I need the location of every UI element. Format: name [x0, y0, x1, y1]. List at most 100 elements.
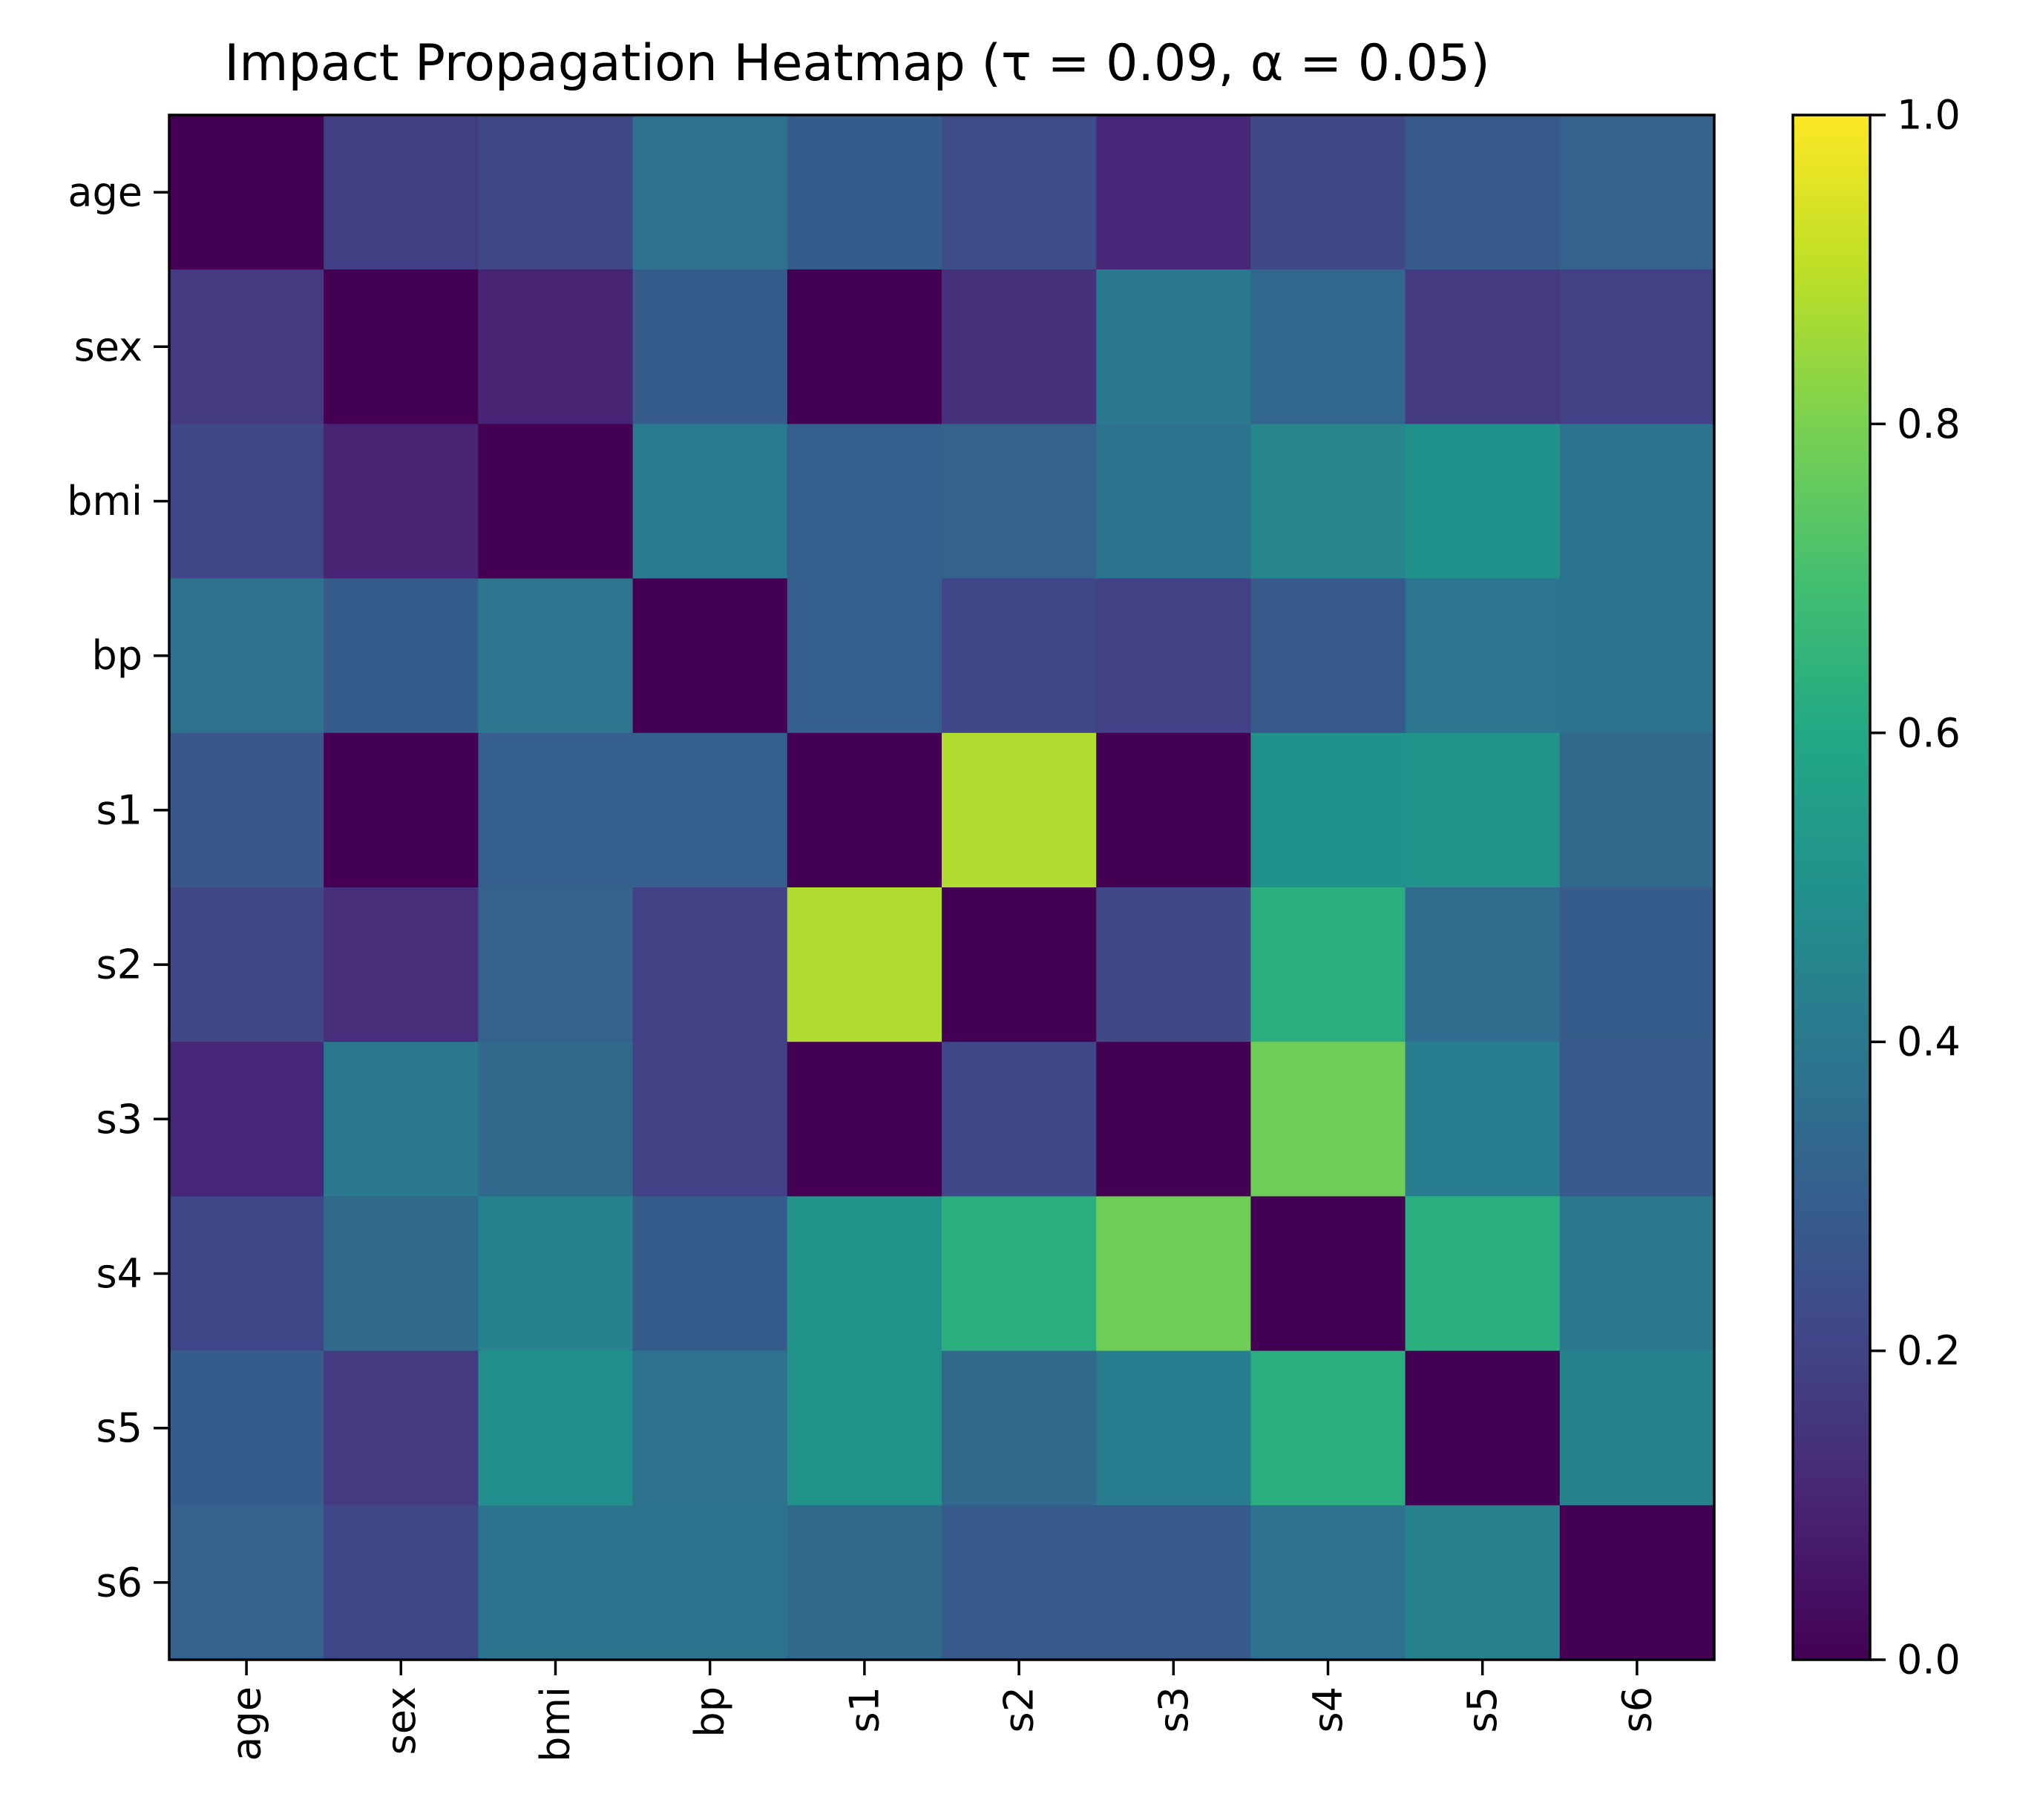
heatmap-cell [324, 1042, 479, 1197]
heatmap-cell [942, 269, 1097, 424]
heatmap-cell [632, 887, 788, 1042]
heatmap-cell [1405, 269, 1561, 424]
heatmap-cell [478, 887, 634, 1042]
heatmap-cell [324, 887, 479, 1042]
heatmap-cell [1250, 887, 1406, 1042]
heatmap-cell [478, 424, 634, 579]
y-tick-label: s2 [96, 942, 143, 988]
heatmap-cell [1250, 1196, 1406, 1352]
heatmap-cell [632, 732, 788, 888]
colorbar-ticks: 0.0 0.2 0.4 0.6 0.8 1.0 [1870, 92, 1961, 1683]
colorbar-tick-label: 1.0 [1897, 92, 1961, 139]
y-tick-label: bmi [67, 478, 142, 525]
heatmap-cell [1559, 424, 1715, 579]
x-tick-label: s3 [1150, 1686, 1197, 1733]
y-tick-label: age [68, 169, 142, 216]
heatmap-cell [632, 578, 788, 734]
x-tick-label: s2 [996, 1686, 1043, 1733]
x-tick-label: s4 [1305, 1686, 1351, 1733]
heatmap-cell [632, 424, 788, 579]
heatmap-cell [478, 1042, 634, 1197]
heatmap-cell [1405, 1196, 1561, 1352]
heatmap-cell [478, 732, 634, 888]
heatmap-cell [942, 115, 1097, 270]
heatmap-cell [632, 115, 788, 270]
heatmap-cell [632, 1350, 788, 1506]
heatmap-cell [169, 732, 324, 888]
heatmap-cell [169, 1350, 324, 1506]
y-tick-label: s3 [96, 1096, 143, 1143]
colorbar-tick-label: 0.2 [1897, 1327, 1961, 1374]
y-tick-label: s5 [96, 1405, 143, 1451]
colorbar-tick-label: 0.8 [1897, 401, 1961, 447]
heatmap-cell [787, 269, 942, 424]
y-tick-label: sex [74, 323, 142, 370]
heatmap-cell [169, 115, 324, 270]
heatmap-cell [787, 1350, 942, 1506]
heatmap-cell [942, 424, 1097, 579]
heatmap-cell [1405, 1350, 1561, 1506]
heatmap-cell [1405, 1042, 1561, 1197]
x-tick-label: bmi [532, 1686, 579, 1762]
heatmap-cell [324, 424, 479, 579]
heatmap-cell [478, 1505, 634, 1660]
heatmap-cell [1096, 578, 1251, 734]
heatmap-cell [1405, 424, 1561, 579]
heatmap-cell [1250, 1350, 1406, 1506]
heatmap-cell [324, 115, 479, 270]
heatmap-cell [1250, 732, 1406, 888]
heatmap-cell [942, 578, 1097, 734]
heatmap-cell [1250, 1042, 1406, 1197]
heatmap-cell [942, 1196, 1097, 1352]
heatmap-cell [1096, 269, 1251, 424]
heatmap-cell [324, 732, 479, 888]
heatmap-cell [1559, 1505, 1715, 1660]
y-tick-label: s1 [96, 786, 143, 833]
heatmap-cell [169, 1196, 324, 1352]
heatmap-cell [787, 115, 942, 270]
heatmap-cell [942, 1350, 1097, 1506]
heatmap-cell [787, 424, 942, 579]
heatmap-cell [632, 1505, 788, 1660]
heatmap-cell [1405, 115, 1561, 270]
x-tick-label: s1 [841, 1686, 888, 1733]
heatmap-cell [169, 1505, 324, 1660]
heatmap-cell [1559, 115, 1715, 270]
heatmap-cell [169, 887, 324, 1042]
y-axis: age sex bmi bp s1 s2 s3 s4 s5 s6 [67, 169, 169, 1606]
colorbar-tick-label: 0.0 [1897, 1637, 1961, 1683]
colorbar-tick-label: 0.6 [1897, 709, 1961, 756]
colorbar [1793, 115, 1870, 1660]
heatmap-cell [1405, 887, 1561, 1042]
heatmap-cell [478, 578, 634, 734]
heatmap-cells [169, 115, 1715, 1660]
heatmap-cell [1559, 269, 1715, 424]
x-tick-label: s5 [1459, 1686, 1506, 1733]
heatmap-cell [942, 732, 1097, 888]
heatmap-cell [1096, 1042, 1251, 1197]
heatmap-cell [787, 1042, 942, 1197]
heatmap-cell [1405, 578, 1561, 734]
heatmap-cell [1096, 887, 1251, 1042]
heatmap-cell [1096, 115, 1251, 270]
heatmap-cell [1250, 115, 1406, 270]
heatmap-cell [1559, 578, 1715, 734]
chart-title: Impact Propagation Heatmap (τ = 0.09, α … [224, 34, 1489, 93]
x-tick-label: sex [378, 1686, 424, 1755]
y-tick-label: bp [91, 632, 142, 679]
heatmap-cell [169, 578, 324, 734]
x-axis: age sex bmi bp s1 s2 s3 s4 s5 s6 [223, 1660, 1660, 1762]
heatmap-cell [632, 1042, 788, 1197]
x-tick-label: age [223, 1686, 270, 1761]
heatmap-cell [1096, 1505, 1251, 1660]
heatmap-cell [478, 1196, 634, 1352]
colorbar-frame [1791, 114, 1872, 1661]
y-tick-label: s6 [96, 1559, 143, 1606]
heatmap-cell [942, 1042, 1097, 1197]
x-tick-label: s6 [1613, 1686, 1660, 1733]
heatmap-cell [169, 269, 324, 424]
heatmap-cell [1096, 424, 1251, 579]
heatmap-cell [478, 1350, 634, 1506]
heatmap-cell [787, 1505, 942, 1660]
